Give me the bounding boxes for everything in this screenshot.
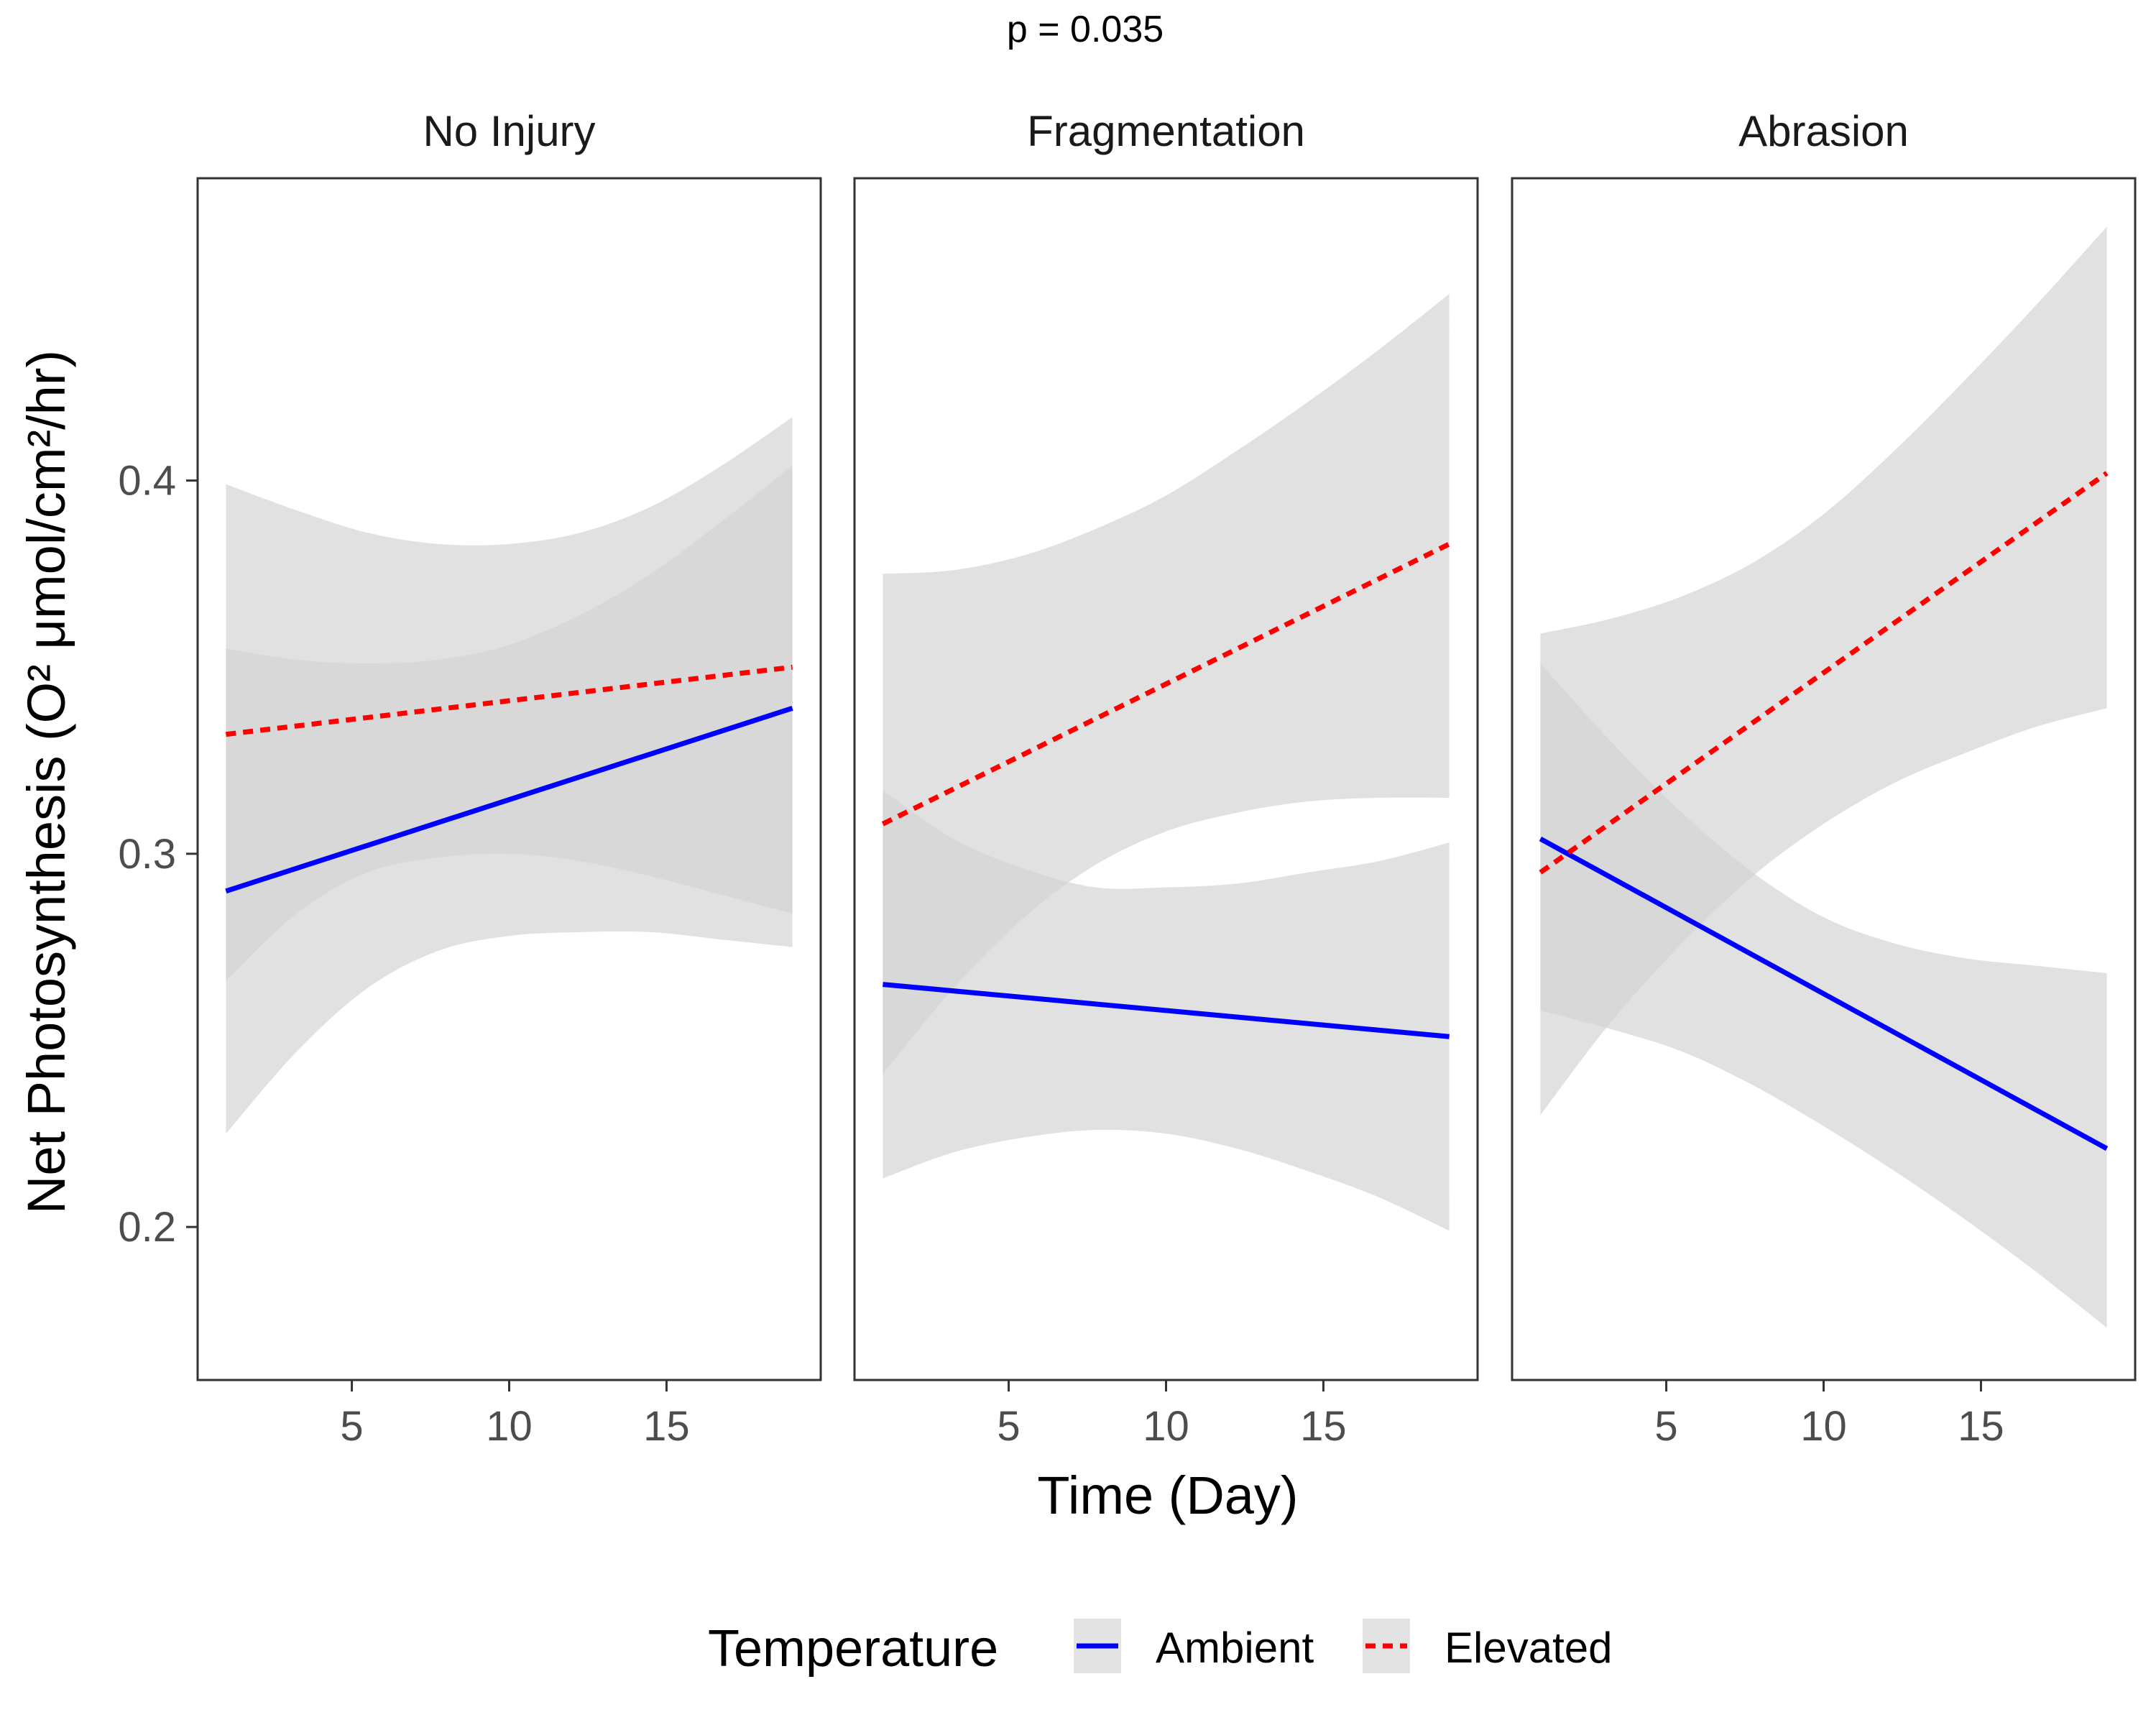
trend-line-elevated-abrasion [1539, 471, 2109, 875]
x-tick-label-fragmentation-10: 10 [1143, 1403, 1189, 1450]
trend-line-ambient-no-injury [225, 706, 793, 894]
x-tick-label-abrasion-10: 10 [1800, 1403, 1847, 1450]
x-tick-label-fragmentation-15: 15 [1300, 1403, 1347, 1450]
trend-line-elevated-fragmentation [881, 541, 1451, 827]
panel-strip-no-injury [198, 101, 821, 172]
panel-fragmentation: Fragmentation 5 10 15 [853, 101, 1479, 1450]
trend-line-elevated-no-injury [225, 664, 793, 737]
panel-strip-label-abrasion: Abrasion [1738, 107, 1909, 155]
legend-label-elevated: Elevated [1445, 1624, 1613, 1672]
confidence-band-elevated-no-injury [226, 417, 793, 1134]
panel-strip-abrasion [1512, 101, 2135, 172]
y-tick-label-0.3: 0.3 [118, 831, 176, 878]
x-axis-title: Time (Day) [1037, 1466, 1298, 1525]
x-tick-label-no-injury-15: 15 [643, 1403, 690, 1450]
x-tick-label-no-injury-5: 5 [340, 1403, 363, 1450]
panel-strip-label-fragmentation: Fragmentation [1027, 107, 1305, 155]
chart-subtitle: p = 0.035 [1007, 9, 1164, 50]
legend-label-ambient: Ambient [1156, 1624, 1314, 1672]
legend-title: Temperature [708, 1620, 998, 1678]
trend-line-ambient-fragmentation [883, 982, 1450, 1039]
x-tick-label-fragmentation-5: 5 [997, 1403, 1020, 1450]
trend-line-ambient-abrasion [1539, 837, 2109, 1151]
panel-plot-area-fragmentation [881, 293, 1451, 1231]
x-tick-label-no-injury-10: 10 [486, 1403, 533, 1450]
y-tick-label-0.4: 0.4 [118, 458, 176, 505]
legend: Temperature Ambient Elevated [708, 1619, 1613, 1678]
panel-plot-area-no-injury [225, 417, 793, 1134]
panel-no-injury: No Injury 5 10 15 [196, 101, 822, 1450]
y-axis-title: Net Photosynthesis (O² μmol/cm²/hr) [17, 350, 76, 1214]
x-tick-label-abrasion-5: 5 [1654, 1403, 1677, 1450]
panel-strip-label-no-injury: No Injury [423, 107, 595, 155]
panel-strip-fragmentation [854, 101, 1478, 172]
x-tick-label-abrasion-15: 15 [1958, 1403, 2004, 1450]
panel-plot-area-abrasion [1539, 226, 2109, 1328]
panel-abrasion: Abrasion 5 10 15 [1511, 101, 2137, 1450]
y-tick-label-0.2: 0.2 [118, 1204, 176, 1251]
